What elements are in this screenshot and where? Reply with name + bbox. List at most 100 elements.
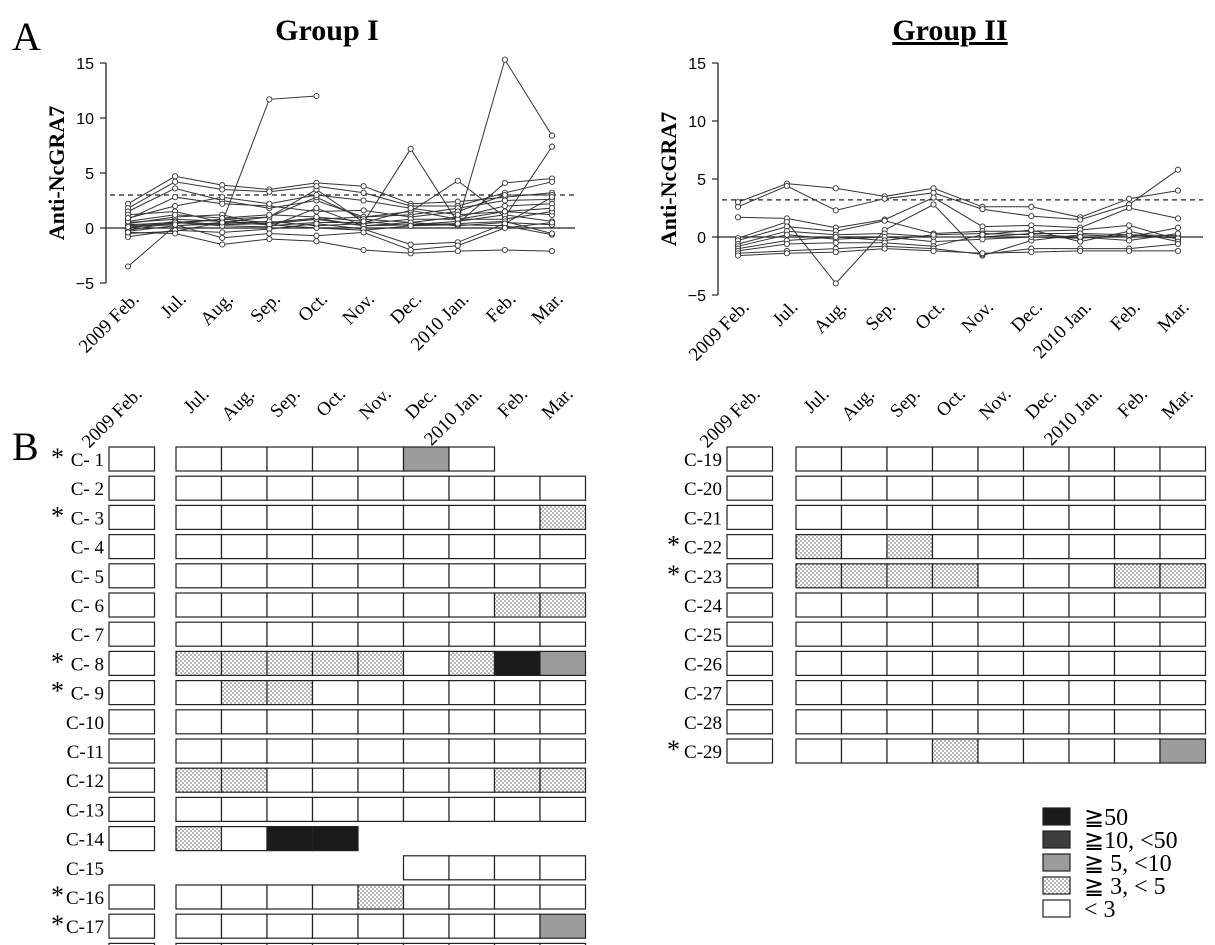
cell-below-3 [1113,679,1161,706]
cell-50-plus [311,825,359,852]
legend-label: < 3 [1084,897,1116,923]
cell-below-3 [357,475,405,501]
cell-below-3 [1068,679,1116,706]
y-tick-label: 15 [688,56,706,73]
data-point [407,222,414,229]
series-line [127,181,553,209]
row-label: C- 6 [71,596,104,617]
x-tick-label: Jul. [769,297,803,331]
row-label: C-23 [684,567,722,588]
row-label: C- 9 [71,684,104,705]
cell-below-3 [266,563,314,589]
cell-below-3 [311,621,359,647]
cell-below-3 [931,679,979,706]
data-point [501,179,508,186]
cell-below-3 [539,942,587,945]
legend-swatch [1042,853,1071,872]
month-header: 2009 Feb. [78,384,147,453]
cell-below-3 [357,796,405,823]
row-label: C-28 [684,713,722,734]
data-point [881,217,888,224]
cell-below-3 [1022,679,1070,706]
data-point [454,248,461,255]
cell-below-3 [311,942,359,945]
data-point [172,185,179,192]
cell-below-3 [931,475,979,501]
data-point [124,215,132,222]
month-header: Oct. [932,384,970,422]
cell-below-3 [108,563,156,589]
cell-below-3 [1068,475,1116,501]
month-header: Feb. [1114,384,1152,422]
cell-below-3 [448,679,496,706]
legend: ≧50≧10, <50≧ 5, <10≧ 3, < 5< 3 [1042,805,1178,923]
data-point [172,194,179,201]
cell-3-to-5 [493,767,541,793]
cell-grid-group-1: 2009 Feb. Jul. Aug. Sep. Oct. Nov. Dec.2010 Ja… [51,384,587,945]
cell-below-3 [266,796,314,823]
cell-below-3 [357,767,405,793]
data-point [172,221,179,228]
cell-5-to-10 [539,650,587,677]
cell-below-3 [448,767,496,793]
x-tick-label: Nov. [957,297,997,337]
data-point [1174,240,1182,248]
cell-below-3 [886,621,934,647]
cell-below-3 [108,621,156,647]
cell-below-3 [220,446,268,472]
data-point [454,242,461,249]
month-header: Mar. [538,384,578,424]
series-line [737,169,1179,221]
month-header: Oct. [312,384,350,422]
cell-below-3 [795,592,843,618]
data-point [548,132,556,139]
cell-below-3 [448,884,496,910]
data-point [313,232,320,239]
cell-below-3 [1159,475,1207,501]
cell-below-3 [175,504,223,530]
cell-below-3 [1022,650,1070,677]
row-label: C- 2 [71,479,104,500]
legend-label: ≧ 3, < 5 [1084,874,1166,900]
series-line [127,146,553,225]
series-line [127,214,553,236]
cell-below-3 [977,621,1025,647]
cell-below-3 [311,504,359,530]
cell-3-to-5 [175,650,223,677]
month-header: Feb. [494,384,532,422]
cell-below-3 [175,942,223,945]
row-label: C- 4 [71,538,105,559]
x-tick-label: Oct. [294,289,332,327]
data-point [501,202,508,210]
row-label: C-21 [684,508,722,529]
data-point [930,231,937,238]
cell-below-3 [220,621,268,647]
cell-below-3 [1068,621,1116,647]
data-point [360,229,367,236]
data-point [219,229,226,236]
cell-below-3 [175,709,223,735]
data-point [548,205,556,212]
series-line [127,58,553,226]
row-label: C-19 [684,450,722,471]
cell-below-3 [886,650,934,677]
cell-below-3 [726,650,774,677]
x-tick-label: Feb. [482,289,520,327]
cell-below-3 [795,650,843,677]
star-mark: * [51,881,64,910]
cell-below-3 [1113,709,1161,735]
cell-below-3 [840,504,888,530]
cell-below-3 [448,533,496,560]
cell-below-3 [840,621,888,647]
series-line [127,211,553,232]
cell-3-to-5 [886,563,934,589]
y-tick-label: 5 [697,172,706,189]
row-label: C- 7 [71,625,104,646]
series-line [127,194,552,220]
cell-below-3 [266,913,314,939]
x-tick-label: Dec. [1007,297,1047,337]
data-point [1077,247,1084,254]
star-mark: * [51,910,64,939]
cell-below-3 [108,709,156,735]
cell-below-3 [220,475,268,501]
